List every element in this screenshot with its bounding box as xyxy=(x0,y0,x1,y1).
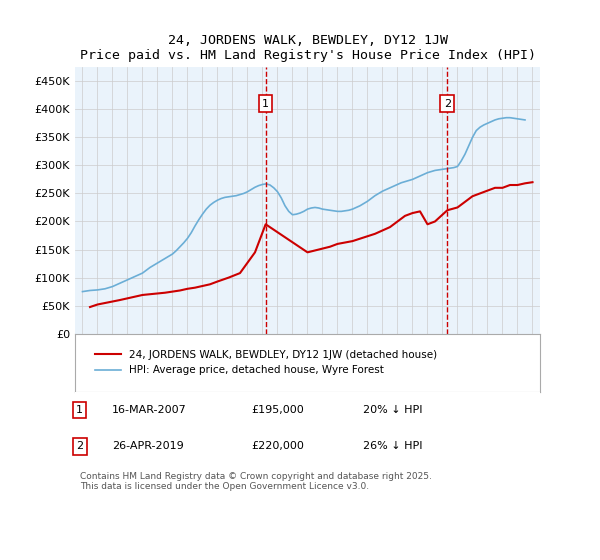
Text: 26% ↓ HPI: 26% ↓ HPI xyxy=(364,441,423,451)
Text: £220,000: £220,000 xyxy=(252,441,305,451)
Text: £195,000: £195,000 xyxy=(252,405,304,415)
Text: Contains HM Land Registry data © Crown copyright and database right 2025.
This d: Contains HM Land Registry data © Crown c… xyxy=(80,472,431,491)
Text: 2: 2 xyxy=(444,99,451,109)
Legend: 24, JORDENS WALK, BEWDLEY, DY12 1JW (detached house), HPI: Average price, detach: 24, JORDENS WALK, BEWDLEY, DY12 1JW (det… xyxy=(89,345,442,381)
Text: 20% ↓ HPI: 20% ↓ HPI xyxy=(364,405,423,415)
Text: 1: 1 xyxy=(76,405,83,415)
Text: 26-APR-2019: 26-APR-2019 xyxy=(112,441,184,451)
Title: 24, JORDENS WALK, BEWDLEY, DY12 1JW
Price paid vs. HM Land Registry's House Pric: 24, JORDENS WALK, BEWDLEY, DY12 1JW Pric… xyxy=(79,34,536,62)
Text: 16-MAR-2007: 16-MAR-2007 xyxy=(112,405,187,415)
Text: 1: 1 xyxy=(262,99,269,109)
Text: 2: 2 xyxy=(76,441,83,451)
